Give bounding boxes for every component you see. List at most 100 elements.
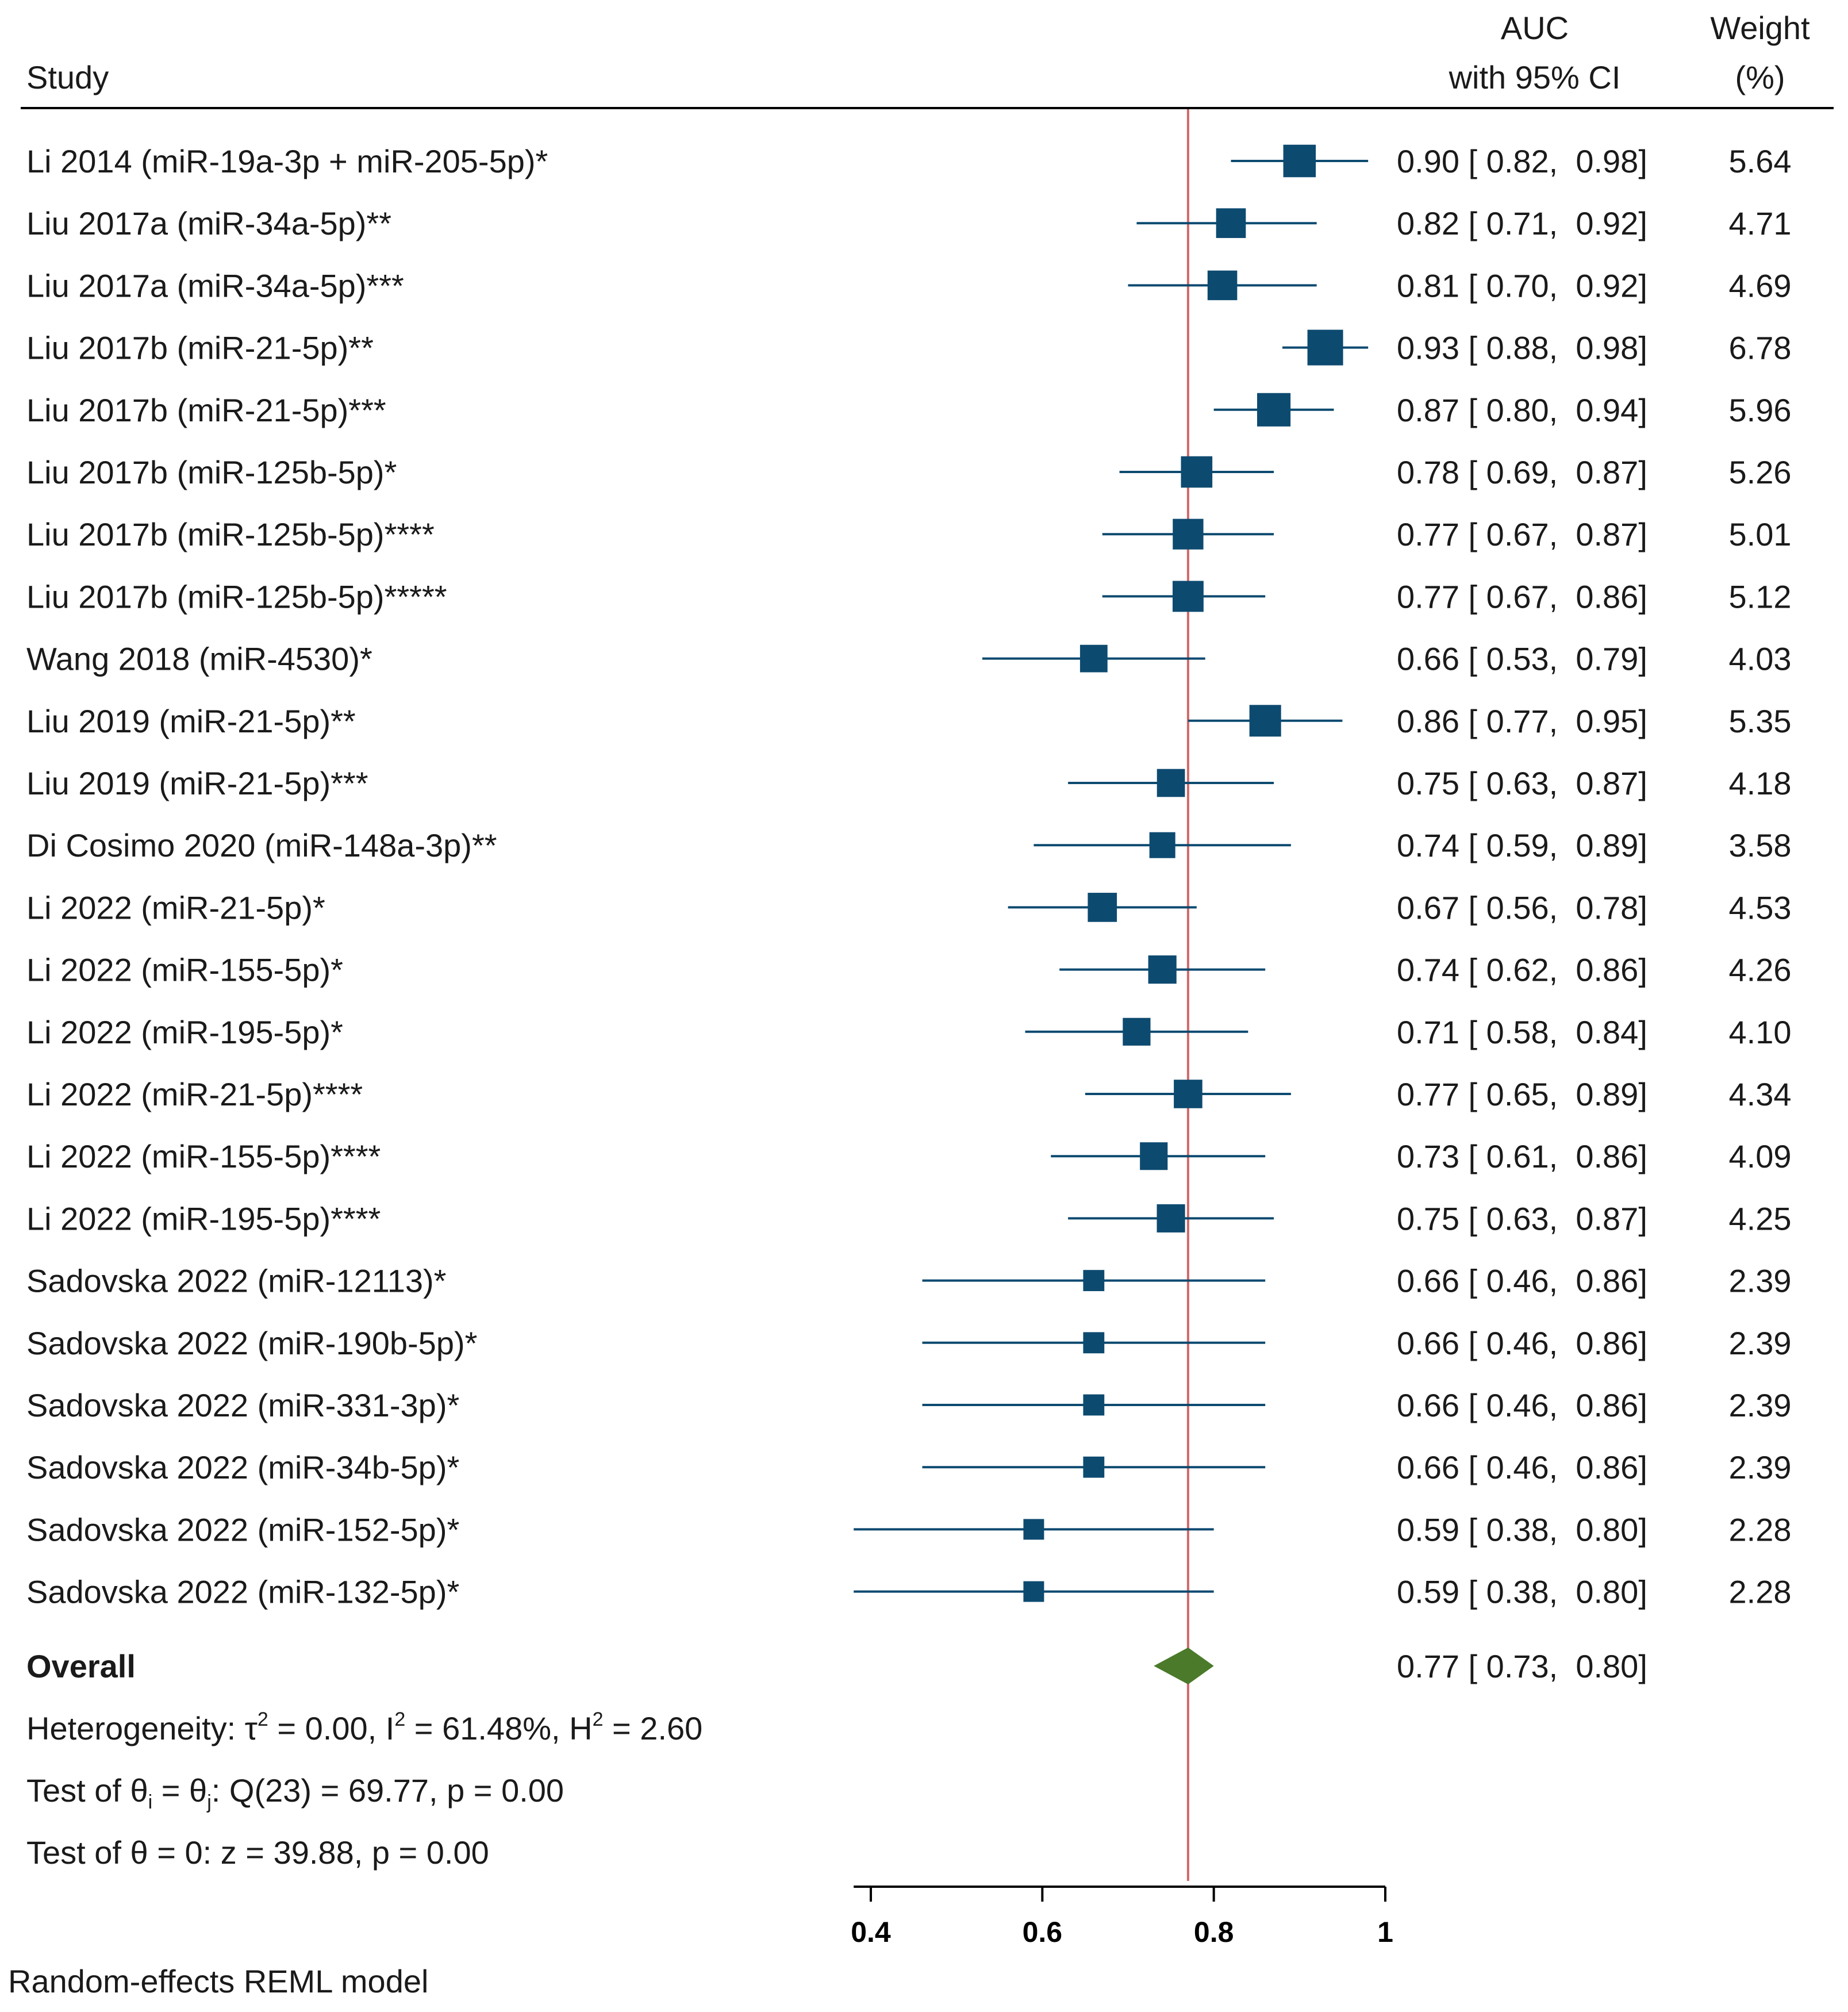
- study-row: Di Cosimo 2020 (miR-148a-3p)** 0.74 [ 0.5…: [26, 827, 1792, 863]
- overall-diamond: [1154, 1648, 1214, 1684]
- weight-value: 4.10: [1729, 1014, 1792, 1050]
- point-estimate-marker: [1216, 208, 1246, 239]
- point-estimate-marker: [1157, 1204, 1185, 1232]
- x-axis: 0.4 0.6 0.8 1: [851, 1886, 1393, 1948]
- study-row: Liu 2019 (miR-21-5p)*** 0.75 [ 0.63, 0.87…: [26, 765, 1792, 801]
- study-row: Liu 2017b (miR-21-5p)** 0.93 [ 0.88, 0.98…: [26, 329, 1792, 366]
- study-row: Li 2014 (miR-19a-3p + miR-205-5p)* 0.90 […: [26, 143, 1792, 179]
- point-estimate-marker: [1207, 270, 1238, 301]
- study-label: Liu 2017a (miR-34a-5p)**: [26, 205, 391, 241]
- weight-value: 5.96: [1729, 392, 1792, 428]
- study-row: Sadovska 2022 (miR-331-3p)* 0.66 [ 0.46, …: [26, 1387, 1792, 1423]
- test-equal-stat: Test of θi = θj: Q(23) = 69.77, p = 0.00: [26, 1772, 564, 1813]
- point-estimate-marker: [1083, 1332, 1105, 1354]
- study-row: Li 2022 (miR-195-5p)* 0.71 [ 0.58, 0.84] 4…: [26, 1014, 1792, 1050]
- x-tick-label: 0.8: [1194, 1916, 1234, 1948]
- weight-value: 4.71: [1729, 205, 1792, 241]
- study-label: Sadovska 2022 (miR-331-3p)*: [26, 1387, 459, 1423]
- auc-ci-value: 0.75 [ 0.63, 0.87]: [1397, 1200, 1647, 1237]
- auc-ci-value: 0.71 [ 0.58, 0.84]: [1397, 1014, 1647, 1050]
- study-label: Liu 2017b (miR-125b-5p)*: [26, 454, 397, 490]
- auc-ci-value: 0.78 [ 0.69, 0.87]: [1397, 454, 1647, 490]
- study-row: Liu 2017b (miR-125b-5p)**** 0.77 [ 0.67, …: [26, 516, 1792, 552]
- auc-ci-value: 0.59 [ 0.38, 0.80]: [1397, 1511, 1647, 1548]
- study-row: Liu 2017b (miR-125b-5p)* 0.78 [ 0.69, 0.8…: [26, 454, 1792, 490]
- study-label: Li 2022 (miR-155-5p)*: [26, 952, 343, 988]
- weight-value: 2.39: [1729, 1325, 1792, 1361]
- study-label: Sadovska 2022 (miR-12113)*: [26, 1263, 446, 1299]
- model-footnote: Random-effects REML model: [8, 1963, 428, 1999]
- study-label: Liu 2019 (miR-21-5p)***: [26, 765, 368, 801]
- study-label: Liu 2017b (miR-21-5p)***: [26, 392, 386, 428]
- auc-ci-value: 0.90 [ 0.82, 0.98]: [1397, 143, 1647, 179]
- weight-value: 4.09: [1729, 1138, 1792, 1174]
- auc-ci-value: 0.77 [ 0.65, 0.89]: [1397, 1076, 1647, 1112]
- auc-ci-value: 0.66 [ 0.53, 0.79]: [1397, 641, 1647, 677]
- study-row: Liu 2017b (miR-125b-5p)***** 0.77 [ 0.67,…: [26, 578, 1792, 615]
- auc-ci-value: 0.86 [ 0.77, 0.95]: [1397, 703, 1647, 739]
- auc-ci-value: 0.93 [ 0.88, 0.98]: [1397, 330, 1647, 366]
- weight-value: 4.25: [1729, 1200, 1792, 1237]
- point-estimate-marker: [1249, 705, 1281, 737]
- study-row: Sadovska 2022 (miR-132-5p)* 0.59 [ 0.38, …: [26, 1574, 1792, 1610]
- point-estimate-marker: [1174, 1080, 1202, 1108]
- study-row: Li 2022 (miR-21-5p)**** 0.77 [ 0.65, 0.89…: [26, 1076, 1792, 1112]
- auc-ci-value: 0.59 [ 0.38, 0.80]: [1397, 1574, 1647, 1610]
- auc-ci-value: 0.73 [ 0.61, 0.86]: [1397, 1138, 1647, 1174]
- study-label: Di Cosimo 2020 (miR-148a-3p)**: [26, 827, 497, 863]
- study-label: Liu 2017b (miR-21-5p)**: [26, 330, 374, 366]
- auc-ci-value: 0.77 [ 0.67, 0.86]: [1397, 578, 1647, 615]
- weight-value: 2.39: [1729, 1387, 1792, 1423]
- weight-value: 4.53: [1729, 889, 1792, 926]
- auc-ci-value: 0.75 [ 0.63, 0.87]: [1397, 765, 1647, 801]
- auc-column-header-line2: with 95% CI: [1449, 59, 1621, 95]
- study-label: Li 2014 (miR-19a-3p + miR-205-5p)*: [26, 143, 548, 179]
- x-tick-label: 0.6: [1023, 1916, 1063, 1948]
- x-tick-label: 0.4: [851, 1916, 891, 1948]
- weight-value: 3.58: [1729, 827, 1792, 863]
- auc-ci-value: 0.81 [ 0.70, 0.92]: [1397, 267, 1647, 304]
- heterogeneity-stat: Heterogeneity: τ2 = 0.00, I2 = 61.48%, H…: [26, 1708, 702, 1746]
- auc-column-header-line1: AUC: [1501, 10, 1569, 46]
- study-label: Sadovska 2022 (miR-34b-5p)*: [26, 1449, 459, 1485]
- weight-value: 2.28: [1729, 1574, 1792, 1610]
- point-estimate-marker: [1123, 1017, 1151, 1046]
- auc-ci-value: 0.77 [ 0.67, 0.87]: [1397, 516, 1647, 552]
- point-estimate-marker: [1307, 329, 1343, 366]
- point-estimate-marker: [1172, 581, 1204, 612]
- study-row: Sadovska 2022 (miR-152-5p)* 0.59 [ 0.38, …: [26, 1511, 1792, 1548]
- auc-ci-value: 0.67 [ 0.56, 0.78]: [1397, 889, 1647, 926]
- point-estimate-marker: [1257, 393, 1291, 427]
- weight-value: 2.39: [1729, 1263, 1792, 1299]
- study-row: Liu 2017a (miR-34a-5p)** 0.82 [ 0.71, 0.9…: [26, 205, 1792, 241]
- study-label: Liu 2017a (miR-34a-5p)***: [26, 267, 404, 304]
- point-estimate-marker: [1283, 144, 1316, 178]
- auc-ci-value: 0.82 [ 0.71, 0.92]: [1397, 205, 1647, 241]
- point-estimate-marker: [1023, 1581, 1044, 1602]
- weight-value: 4.34: [1729, 1076, 1792, 1112]
- point-estimate-marker: [1157, 769, 1185, 797]
- study-column-header: Study: [26, 59, 109, 95]
- weight-value: 5.64: [1729, 143, 1792, 179]
- study-row: Wang 2018 (miR-4530)* 0.66 [ 0.53, 0.79] 4…: [26, 641, 1792, 677]
- auc-ci-value: 0.74 [ 0.62, 0.86]: [1397, 952, 1647, 988]
- weight-value: 5.01: [1729, 516, 1792, 552]
- auc-ci-value: 0.66 [ 0.46, 0.86]: [1397, 1325, 1647, 1361]
- study-label: Wang 2018 (miR-4530)*: [26, 641, 372, 677]
- weight-value: 5.26: [1729, 454, 1792, 490]
- study-label: Li 2022 (miR-21-5p)*: [26, 889, 325, 926]
- weight-value: 2.28: [1729, 1511, 1792, 1548]
- auc-ci-value: 0.87 [ 0.80, 0.94]: [1397, 392, 1647, 428]
- study-row: Liu 2019 (miR-21-5p)** 0.86 [ 0.77, 0.95]…: [26, 703, 1792, 739]
- study-label: Liu 2017b (miR-125b-5p)****: [26, 516, 435, 552]
- study-label: Li 2022 (miR-195-5p)****: [26, 1200, 381, 1237]
- auc-ci-value: 0.74 [ 0.59, 0.89]: [1397, 827, 1647, 863]
- point-estimate-marker: [1149, 832, 1175, 858]
- auc-ci-value: 0.66 [ 0.46, 0.86]: [1397, 1387, 1647, 1423]
- study-label: Liu 2017b (miR-125b-5p)*****: [26, 578, 447, 615]
- study-row: Li 2022 (miR-21-5p)* 0.67 [ 0.56, 0.78] 4.…: [26, 889, 1792, 926]
- study-label: Liu 2019 (miR-21-5p)**: [26, 703, 356, 739]
- auc-ci-value: 0.66 [ 0.46, 0.86]: [1397, 1263, 1647, 1299]
- study-rows: Li 2014 (miR-19a-3p + miR-205-5p)* 0.90 […: [26, 143, 1792, 1610]
- overall-ci-text: 0.77 [ 0.73, 0.80]: [1397, 1648, 1647, 1684]
